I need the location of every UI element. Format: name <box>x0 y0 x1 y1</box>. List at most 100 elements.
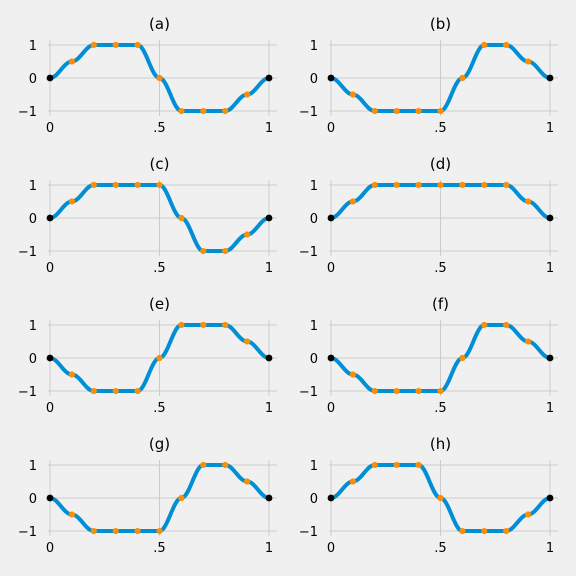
y-tick-label: −1 <box>18 385 37 400</box>
x-tick-label: 1 <box>265 121 273 136</box>
x-tick-label: 1 <box>546 401 554 416</box>
x-tick-label: 0 <box>327 401 335 416</box>
sample-point <box>459 74 466 82</box>
x-tick-label: 0 <box>327 541 335 556</box>
x-tick-label: .5 <box>153 401 165 416</box>
endpoint-marker <box>265 214 273 222</box>
sample-point <box>244 478 251 485</box>
y-tick-label: −1 <box>18 525 37 540</box>
sample-point <box>134 527 141 535</box>
subplot-e: (e) 1 0 −1 0 .5 1 <box>18 295 277 416</box>
y-tick-label: 0 <box>29 352 37 367</box>
endpoint-marker <box>46 494 54 502</box>
endpoint-marker <box>265 354 273 362</box>
endpoint-marker <box>327 214 335 222</box>
sample-point <box>349 91 356 98</box>
y-tick-label: 0 <box>29 72 37 87</box>
subplot-g: (g) 1 0 −1 0 .5 1 <box>18 435 277 556</box>
y-tick-label: −1 <box>299 385 318 400</box>
sample-point <box>371 387 378 395</box>
y-tick-label: 1 <box>29 319 37 334</box>
sample-point <box>200 247 207 255</box>
subplot-title: (f) <box>432 295 449 313</box>
sample-point <box>156 74 163 82</box>
sample-point <box>156 527 163 535</box>
sample-point <box>459 181 466 189</box>
sample-point <box>459 354 466 362</box>
y-tick-label: 0 <box>29 492 37 507</box>
sample-point <box>178 321 185 329</box>
endpoint-marker <box>546 214 554 222</box>
sample-point <box>503 527 510 535</box>
subplot-title: (h) <box>430 435 451 453</box>
sample-point <box>90 387 97 395</box>
sample-point <box>349 371 356 378</box>
sample-point <box>415 181 422 189</box>
subplot-d: (d) 1 0 −1 0 .5 1 <box>299 155 558 276</box>
x-tick-label: 1 <box>546 261 554 276</box>
sample-point <box>178 214 185 222</box>
y-tick-label: 0 <box>29 212 37 227</box>
sample-point <box>200 461 207 469</box>
endpoint-marker <box>327 494 335 502</box>
sample-point <box>371 107 378 115</box>
sample-point <box>525 58 532 65</box>
sample-point <box>503 41 510 49</box>
sample-point <box>244 231 251 238</box>
sample-point <box>112 181 119 189</box>
sample-point <box>200 321 207 329</box>
sample-point <box>156 181 163 189</box>
sample-point <box>90 181 97 189</box>
y-tick-label: 1 <box>310 459 318 474</box>
y-tick-label: 0 <box>310 492 318 507</box>
x-tick-label: .5 <box>434 401 446 416</box>
sample-point <box>68 198 75 205</box>
sample-point <box>459 527 466 535</box>
sample-point <box>134 41 141 49</box>
y-tick-label: 1 <box>29 39 37 54</box>
subplot-title: (d) <box>430 155 451 173</box>
sample-point <box>200 107 207 115</box>
x-tick-label: .5 <box>434 121 446 136</box>
sample-point <box>134 387 141 395</box>
sample-point <box>415 387 422 395</box>
sample-point <box>244 91 251 98</box>
sample-point <box>134 181 141 189</box>
x-tick-label: 1 <box>265 541 273 556</box>
x-tick-label: 0 <box>327 121 335 136</box>
sample-point <box>503 321 510 329</box>
sample-point <box>222 107 229 115</box>
x-tick-label: 1 <box>546 541 554 556</box>
y-tick-label: 1 <box>29 459 37 474</box>
subplot-f: (f) 1 0 −1 0 .5 1 <box>299 295 558 416</box>
endpoint-marker <box>327 74 335 82</box>
endpoint-marker <box>46 74 54 82</box>
sample-point <box>222 461 229 469</box>
sample-point <box>178 494 185 502</box>
endpoint-marker <box>546 74 554 82</box>
sample-point <box>437 181 444 189</box>
sample-point <box>112 387 119 395</box>
sample-point <box>415 461 422 469</box>
sample-point <box>244 338 251 345</box>
sample-point <box>481 527 488 535</box>
sample-point <box>68 58 75 65</box>
sample-point <box>68 371 75 378</box>
endpoint-marker <box>327 354 335 362</box>
endpoint-marker <box>46 214 54 222</box>
subplot-c: (c) 1 0 −1 0 .5 1 <box>18 155 277 276</box>
sample-point <box>393 461 400 469</box>
y-tick-label: 1 <box>310 179 318 194</box>
sample-point <box>503 181 510 189</box>
sample-point <box>415 107 422 115</box>
x-tick-label: 0 <box>46 541 54 556</box>
y-tick-label: 0 <box>310 352 318 367</box>
x-tick-label: 1 <box>265 261 273 276</box>
sample-point <box>393 387 400 395</box>
sample-point <box>371 181 378 189</box>
y-tick-label: 1 <box>310 39 318 54</box>
y-tick-label: −1 <box>299 525 318 540</box>
subplot-b: (b) 1 0 −1 0 .5 1 <box>299 15 558 136</box>
subplot-a: (a) 1 0 −1 0 .5 1 <box>18 15 277 136</box>
